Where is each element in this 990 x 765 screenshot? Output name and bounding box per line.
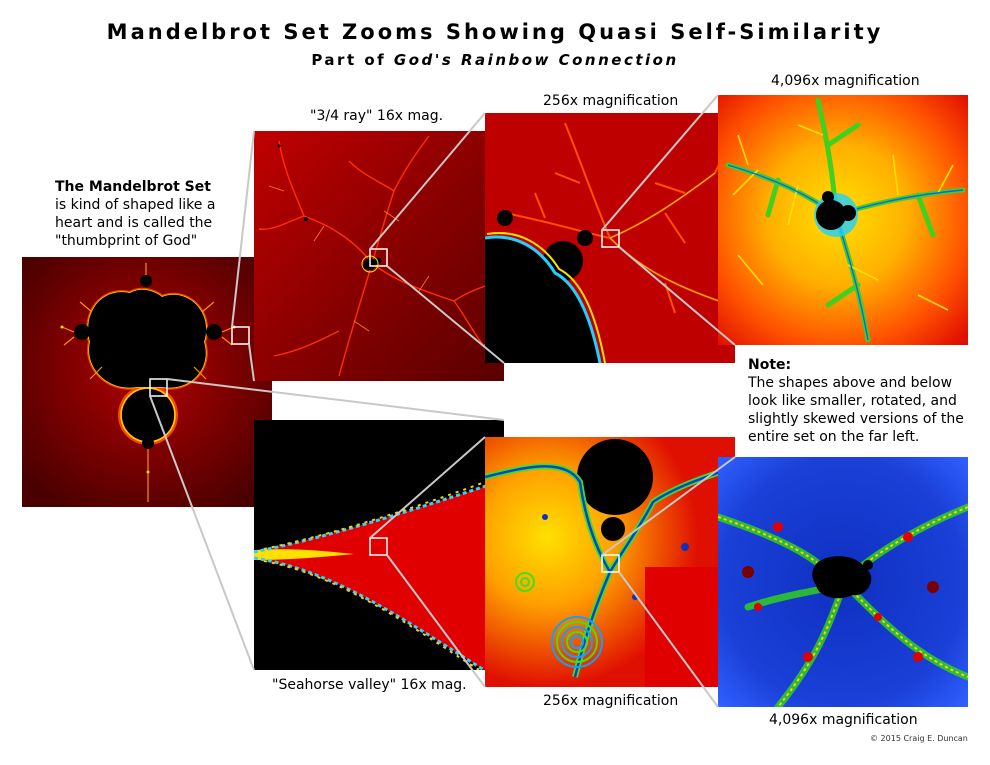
seahorse-256x-image	[485, 437, 735, 687]
caption-ray-256x: 256x magnification	[543, 93, 679, 109]
caption-ray-16x: "3/4 ray" 16x mag.	[310, 108, 444, 124]
intro-text: The Mandelbrot Set is kind of shaped lik…	[55, 178, 255, 250]
intro-heading: The Mandelbrot Set	[55, 179, 211, 195]
caption-seahorse-4096x: 4,096x magnification	[769, 712, 918, 728]
page-title: Mandelbrot Set Zooms Showing Quasi Self-…	[106, 20, 884, 44]
page-subtitle: Part of God's Rainbow Connection	[0, 51, 990, 69]
caption-ray-4096x: 4,096x magnification	[771, 73, 920, 89]
note-body: The shapes above and below look like sma…	[748, 375, 964, 445]
caption-seahorse-256x: 256x magnification	[543, 693, 679, 709]
seahorse-16x-image	[254, 420, 504, 670]
subtitle-prefix: Part of	[311, 51, 394, 69]
intro-body: is kind of shaped like a heart and is ca…	[55, 197, 216, 249]
seahorse-4096x-image	[718, 457, 968, 707]
copyright-credit: © 2015 Craig E. Duncan	[870, 734, 968, 743]
subtitle-italic: God's Rainbow Connection	[393, 51, 679, 69]
mandelbrot-full-set-image	[22, 257, 272, 507]
ray-256x-image	[485, 113, 735, 363]
ray-4096x-image	[718, 95, 968, 345]
ray-16x-image	[254, 131, 504, 381]
note-text: Note: The shapes above and below look li…	[748, 356, 983, 446]
caption-seahorse-16x: "Seahorse valley" 16x mag.	[272, 677, 467, 693]
note-heading: Note:	[748, 357, 792, 373]
